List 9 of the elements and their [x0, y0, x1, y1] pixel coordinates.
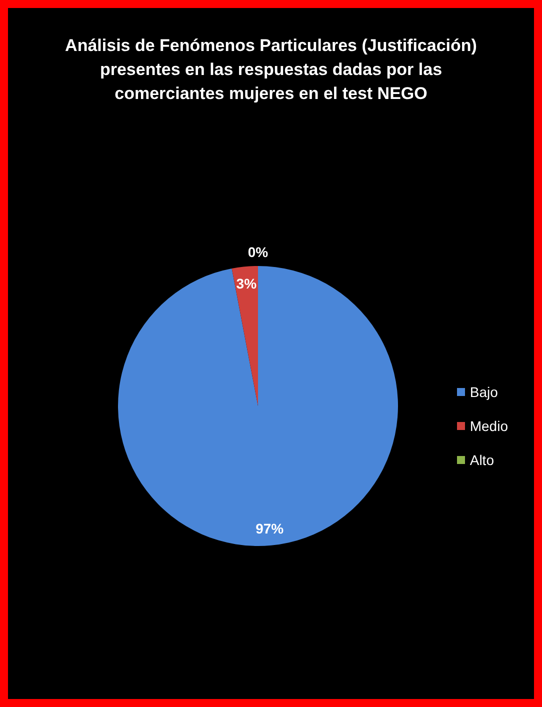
legend-label: Medio — [470, 418, 508, 434]
legend-label: Alto — [470, 452, 494, 468]
chart-title: Análisis de Fenómenos Particulares (Justificación) presentes en las respuestas dadas por las comerciantes mujeres en el test NEGO — [64, 35, 478, 105]
legend-label: Bajo — [470, 384, 498, 400]
data-label: 97% — [256, 520, 284, 537]
text: 0% — [248, 244, 268, 260]
pie-slice — [232, 266, 258, 406]
data-label: 3% — [236, 275, 258, 292]
pie-slice — [118, 266, 398, 546]
